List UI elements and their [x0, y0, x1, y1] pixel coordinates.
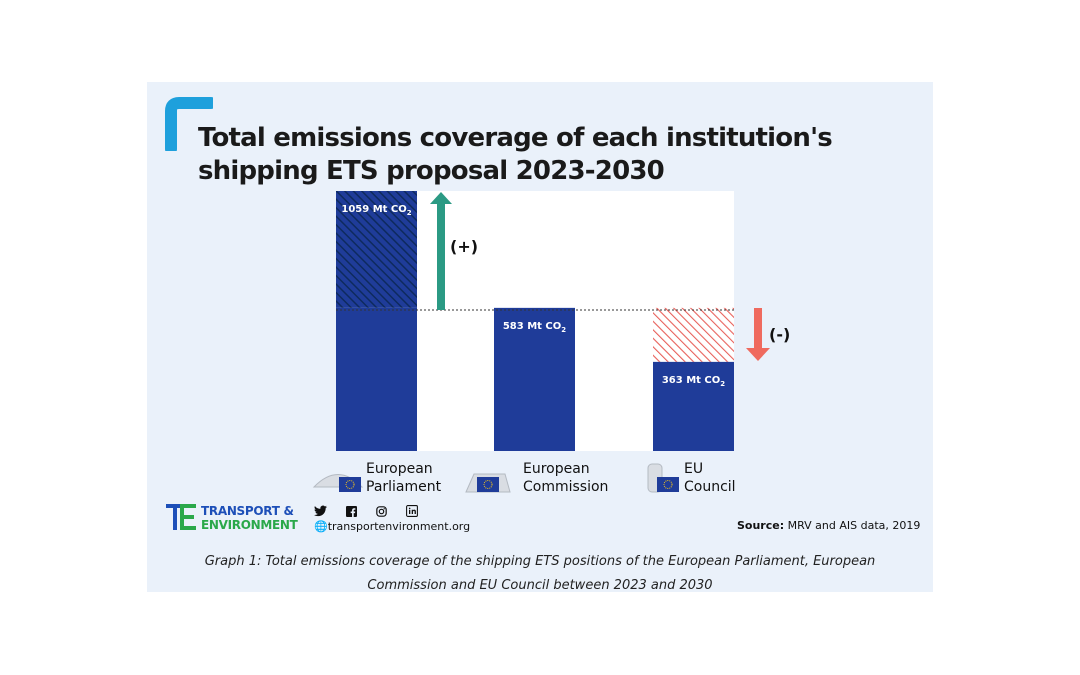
website-link[interactable]: 🌐transportenvironment.org	[314, 520, 470, 533]
data-label-subscript: 2	[561, 326, 566, 334]
bar-commission	[494, 307, 575, 451]
decrease-arrow	[746, 308, 770, 361]
instagram-icon[interactable]	[375, 506, 388, 519]
institution-line2: Parliament	[366, 479, 442, 495]
bar-parliament	[336, 307, 417, 451]
figure-caption: Graph 1: Total emissions coverage of the…	[170, 550, 910, 598]
source-label: Source:	[737, 519, 785, 532]
institution-line2: Commission	[523, 479, 609, 495]
twitter-icon[interactable]	[314, 505, 327, 518]
source-note: Source: MRV and AIS data, 2019	[737, 519, 920, 532]
facebook-icon[interactable]	[345, 506, 358, 519]
caption-line2: Commission and EU Council between 2023 a…	[367, 578, 713, 593]
institution-line2: Council	[684, 479, 736, 495]
linkedin-icon[interactable]	[406, 505, 419, 518]
chart-title: Total emissions coverage of each institu…	[198, 123, 833, 186]
institution-label-council: EU Council	[684, 460, 736, 496]
increase-arrow	[430, 192, 452, 310]
website-text: transportenvironment.org	[327, 520, 471, 533]
te-logo-text: TRANSPORT & ENVIRONMENT	[201, 504, 298, 532]
institution-label-parliament: European Parliament	[366, 460, 441, 496]
institution-line1: European	[523, 461, 590, 477]
institution-line1: EU	[684, 461, 704, 477]
increase-annotation: (+)	[450, 237, 478, 256]
data-label: 363 Mt CO2	[662, 375, 725, 388]
social-icons	[314, 505, 433, 520]
bar-council	[653, 361, 734, 451]
data-label: 1059 Mt CO2	[341, 204, 411, 217]
te-logo-icon	[166, 504, 196, 530]
globe-icon: 🌐	[314, 520, 328, 533]
data-label: 583 Mt CO2	[503, 321, 566, 334]
decrease-annotation: (-)	[769, 325, 790, 344]
data-label-subscript: 2	[407, 209, 412, 217]
institution-line1: European	[366, 461, 433, 477]
caption-line1: Graph 1: Total emissions coverage of the…	[204, 554, 876, 569]
institution-label-commission: European Commission	[523, 460, 608, 496]
logo-line1: TRANSPORT &	[201, 504, 294, 518]
bar-council-decrease-segment	[653, 307, 734, 362]
logo-line2: ENVIRONMENT	[201, 518, 298, 532]
corner-bracket-icon	[165, 97, 213, 151]
parliament-icon	[312, 474, 364, 492]
data-label-subscript: 2	[720, 380, 725, 388]
commission-icon	[465, 473, 511, 493]
council-icon	[647, 463, 679, 493]
bar-parliament-increase-segment	[336, 191, 417, 308]
source-text: MRV and AIS data, 2019	[787, 519, 921, 532]
